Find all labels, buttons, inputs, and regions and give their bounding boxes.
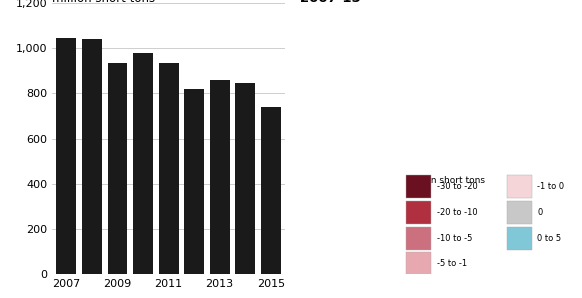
Bar <box>506 201 532 224</box>
Bar <box>406 175 431 198</box>
Bar <box>506 175 532 198</box>
Bar <box>56 38 76 274</box>
Bar <box>108 63 127 274</box>
Bar <box>133 53 153 274</box>
Text: 0 to 5: 0 to 5 <box>537 234 562 243</box>
Bar <box>82 39 102 274</box>
Text: -30 to -20: -30 to -20 <box>437 182 478 191</box>
Bar <box>406 252 431 276</box>
Bar <box>159 63 179 274</box>
Bar <box>184 89 204 274</box>
Text: million short tons: million short tons <box>52 0 155 5</box>
Bar <box>235 83 255 274</box>
Bar <box>261 107 281 274</box>
Text: -1 to 0: -1 to 0 <box>537 182 565 191</box>
Text: 0: 0 <box>537 208 542 217</box>
Text: million short tons: million short tons <box>406 176 485 185</box>
Bar <box>210 80 230 274</box>
Text: -5 to -1: -5 to -1 <box>437 260 467 268</box>
Text: -20 to -10: -20 to -10 <box>437 208 477 217</box>
Bar <box>406 201 431 224</box>
Text: -10 to -5: -10 to -5 <box>437 234 472 243</box>
Bar <box>406 227 431 250</box>
Text: 2007-15: 2007-15 <box>300 0 361 5</box>
Bar <box>506 227 532 250</box>
